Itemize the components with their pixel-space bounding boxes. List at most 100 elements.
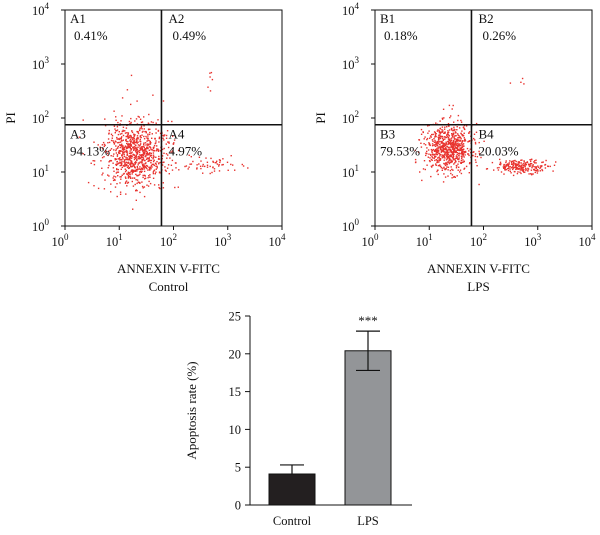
scatter-point	[541, 161, 543, 164]
scatter-point	[216, 163, 219, 165]
scatter-point	[463, 127, 465, 130]
scatter-point	[136, 174, 138, 177]
scatter-point	[516, 172, 519, 175]
scatter-point	[135, 141, 137, 144]
scatter-point	[125, 127, 128, 129]
scatter-point	[419, 171, 421, 173]
scatter-point	[513, 160, 515, 162]
scatter-point	[131, 131, 134, 134]
scatter-point	[209, 76, 211, 78]
scatter-point	[512, 163, 514, 165]
scatter-point	[140, 168, 142, 171]
scatter-point	[136, 142, 138, 144]
scatter-point	[141, 154, 143, 157]
scatter-point	[503, 173, 505, 175]
scatter-point	[116, 138, 118, 140]
scatter-point	[133, 136, 135, 138]
scatter-point	[519, 169, 522, 171]
scatter-point	[438, 136, 441, 139]
scatter-point	[115, 130, 117, 132]
scatter-point	[458, 155, 460, 157]
scatter-point	[493, 169, 495, 171]
scatter-point	[465, 125, 468, 127]
scatter-point	[439, 135, 441, 137]
scatter-point	[507, 167, 510, 170]
scatter-point	[148, 160, 150, 162]
scatter-point	[458, 158, 460, 161]
scatter-point	[447, 136, 450, 139]
scatter-point	[443, 154, 445, 157]
scatter-point	[453, 175, 456, 178]
scatter-point	[130, 148, 133, 150]
scatter-point	[143, 116, 145, 118]
scatter-point	[136, 167, 139, 169]
scatter-point	[452, 158, 454, 160]
scatter-point	[537, 166, 540, 168]
scatter-point	[144, 177, 147, 179]
scatter-point	[142, 174, 144, 177]
y-tick-label: 100	[342, 217, 360, 234]
scatter-point	[441, 117, 444, 119]
scatter-point	[511, 166, 513, 169]
scatter-point	[520, 172, 522, 175]
scatter-point	[125, 158, 127, 161]
scatter-point	[124, 145, 127, 147]
scatter-point	[190, 163, 193, 165]
scatter-point	[123, 172, 125, 175]
scatter-point	[145, 135, 147, 138]
scatter-point	[138, 158, 141, 160]
scatter-point	[463, 167, 466, 169]
scatter-point	[133, 135, 136, 137]
y-tick-label: 102	[32, 109, 49, 126]
scatter-point	[113, 149, 115, 151]
scatter-point	[433, 138, 435, 140]
scatter-point	[145, 132, 147, 134]
scatter-point	[117, 171, 120, 173]
scatter-point	[432, 148, 435, 151]
scatter-point	[122, 134, 125, 137]
tick-base: 10	[342, 166, 355, 180]
scatter-point	[437, 150, 440, 152]
scatter-point	[116, 155, 119, 157]
scatter-point	[431, 159, 433, 161]
scatter-point	[442, 151, 444, 153]
scatter-point	[535, 162, 537, 164]
scatter-point	[128, 145, 131, 147]
scatter-point	[156, 148, 158, 150]
significance-marker: ***	[358, 313, 378, 328]
scatter-point	[172, 135, 174, 137]
scatter-point	[149, 159, 151, 162]
scatter-point	[445, 152, 447, 154]
scatter-point	[145, 130, 147, 133]
scatter-point	[454, 138, 457, 140]
scatter-point	[151, 163, 153, 166]
scatter-point	[462, 150, 464, 153]
scatter-point	[461, 156, 463, 158]
scatter-point	[446, 154, 448, 156]
scatter-point	[166, 167, 169, 169]
scatter-point	[155, 140, 157, 142]
scatter-point	[414, 149, 416, 152]
scatter-point	[128, 176, 131, 178]
scatter-point	[143, 149, 145, 151]
scatter-point	[463, 156, 465, 158]
scatter-point	[139, 140, 141, 142]
scatter-point	[200, 167, 202, 170]
scatter-point	[115, 130, 118, 132]
scatter-point	[151, 149, 153, 151]
scatter-point	[498, 166, 500, 169]
scatter-point	[457, 146, 459, 148]
scatter-point	[121, 174, 123, 176]
scatter-point	[129, 146, 131, 148]
scatter-point	[448, 104, 451, 107]
scatter-point	[138, 145, 141, 147]
scatter-point	[531, 174, 533, 176]
scatter-point	[162, 137, 164, 139]
scatter-point	[483, 140, 485, 142]
scatter-point	[446, 166, 448, 168]
scatter-point	[417, 151, 420, 153]
scatter-point	[458, 157, 460, 159]
bar-control	[268, 473, 316, 506]
scatter-point	[115, 145, 117, 147]
scatter-point	[485, 168, 488, 170]
